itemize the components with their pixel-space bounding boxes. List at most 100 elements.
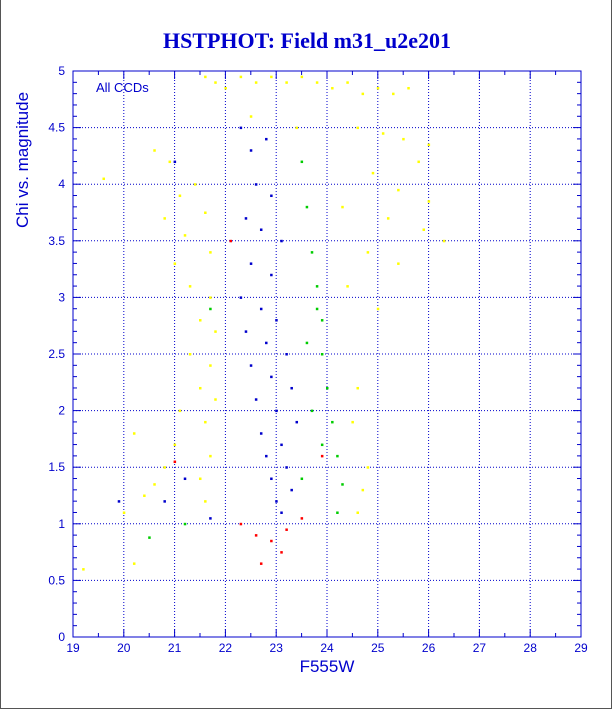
data-point-yellow (209, 251, 212, 254)
data-point-yellow (132, 562, 136, 565)
data-point-blue (244, 330, 248, 333)
data-point-yellow (199, 319, 202, 322)
data-point-blue (265, 454, 268, 458)
data-point-blue (275, 500, 278, 503)
data-point-yellow (153, 149, 156, 152)
data-point-yellow (193, 183, 197, 186)
data-point-yellow (209, 454, 212, 458)
data-point-yellow (153, 483, 156, 486)
data-point-yellow (295, 126, 299, 130)
data-point-blue (163, 500, 166, 503)
y-tick-label: 2 (58, 404, 65, 418)
x-tick-label: 23 (270, 641, 284, 655)
data-point-yellow (422, 228, 426, 231)
data-point-blue (209, 517, 212, 520)
data-point-green (310, 409, 314, 413)
data-point-yellow (214, 330, 217, 333)
data-point-green (320, 443, 324, 447)
data-point-blue (249, 262, 253, 265)
data-point-green (315, 285, 319, 288)
data-point-yellow (163, 217, 166, 220)
data-point-yellow (249, 115, 253, 118)
data-point-blue (275, 319, 278, 322)
data-point-blue (265, 137, 268, 141)
data-point-blue (290, 386, 293, 390)
x-tick-label: 25 (371, 641, 385, 655)
data-point-yellow (122, 511, 126, 514)
data-point-yellow (442, 239, 446, 243)
data-point-red (259, 562, 263, 565)
data-point-blue (280, 239, 283, 243)
y-tick-label: 4.5 (48, 121, 65, 135)
data-point-red (280, 551, 283, 554)
data-point-green (209, 307, 212, 311)
data-point-yellow (361, 92, 365, 96)
data-point-yellow (397, 262, 400, 265)
data-point-yellow (173, 443, 177, 447)
data-point-yellow (371, 171, 375, 175)
data-point-red (254, 534, 258, 537)
data-point-yellow (178, 194, 182, 198)
data-point-yellow (356, 511, 359, 514)
data-point-blue (173, 160, 177, 164)
data-point-blue (270, 375, 273, 379)
data-point-yellow (397, 188, 400, 192)
data-point-yellow (209, 364, 212, 367)
data-point-yellow (204, 420, 207, 424)
data-point-blue (290, 488, 293, 492)
data-point-red (270, 539, 273, 543)
data-point-red (300, 517, 304, 520)
data-point-yellow (366, 251, 370, 254)
data-point-yellow (199, 386, 202, 390)
data-point-blue (270, 477, 273, 481)
data-point-blue (259, 228, 263, 231)
data-point-yellow (199, 477, 202, 481)
data-point-yellow (239, 75, 243, 79)
data-point-yellow (376, 86, 380, 90)
data-point-blue (249, 149, 253, 152)
data-point-yellow (82, 568, 85, 571)
data-point-blue (249, 364, 253, 367)
data-point-green (336, 454, 339, 458)
x-tick-label: 20 (117, 641, 131, 655)
data-point-blue (270, 194, 273, 198)
data-point-green (331, 420, 334, 424)
data-point-yellow (427, 200, 431, 203)
y-tick-label: 4 (58, 177, 65, 191)
data-point-yellow (183, 234, 187, 237)
data-point-green (326, 386, 329, 390)
data-point-yellow (163, 466, 166, 469)
y-tick-label: 1.5 (48, 460, 65, 474)
data-point-yellow (214, 81, 217, 84)
y-axis-label: Chi vs. magnitude (13, 92, 32, 228)
data-point-yellow (392, 92, 395, 96)
data-point-yellow (427, 143, 431, 147)
data-point-blue (239, 296, 243, 299)
data-point-yellow (315, 81, 319, 84)
data-point-yellow (402, 137, 405, 141)
data-point-yellow (356, 126, 359, 130)
data-point-green (305, 341, 309, 345)
data-point-blue (275, 409, 278, 413)
y-tick-label: 5 (58, 64, 65, 78)
data-point-yellow (376, 307, 380, 311)
data-point-red (173, 460, 177, 464)
data-point-blue (285, 466, 288, 469)
plot-area: 19 20 21 22 23 24 25 26 27 28 29 0 0.5 1 1.5 2 2.5 3 3.5 4 4… (48, 64, 588, 655)
data-point-yellow (143, 494, 146, 497)
y-tick-label: 0.5 (48, 573, 65, 587)
data-point-yellow (270, 75, 273, 79)
data-point-yellow (417, 160, 420, 164)
data-point-green (183, 522, 187, 526)
data-point-yellow (173, 262, 177, 265)
y-tick-label: 0 (58, 630, 65, 644)
data-point-red (285, 528, 288, 531)
data-point-yellow (254, 81, 258, 84)
data-point-yellow (178, 409, 182, 413)
x-tick-label: 21 (168, 641, 182, 655)
x-tick-label: 26 (422, 641, 436, 655)
data-point-green (300, 160, 304, 164)
data-point-yellow (381, 132, 385, 135)
data-point-blue (239, 126, 243, 130)
